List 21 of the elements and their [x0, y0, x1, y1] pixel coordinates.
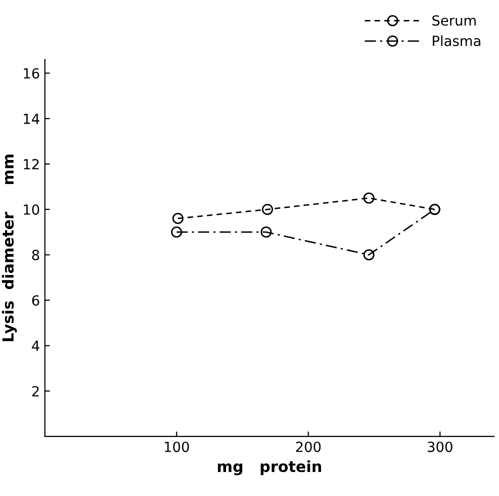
x-tick-label: 300	[428, 442, 452, 452]
x-tick-label: 200	[296, 442, 321, 452]
legend-label: Plasma	[432, 35, 480, 46]
y-tick-label: 10	[24, 204, 40, 215]
y-tick-label: 8	[32, 250, 40, 260]
point	[262, 204, 274, 215]
y-tick-label: 16	[24, 68, 40, 79]
point	[363, 249, 374, 260]
x-axis-title: mg protein	[218, 460, 322, 476]
legend-label: Serum	[432, 15, 476, 26]
y-tick-label: 4	[32, 340, 40, 351]
point	[171, 226, 182, 238]
y-axis-title: Lysis diameter mm	[2, 154, 17, 342]
y-tick-label: 14	[24, 114, 40, 124]
point	[260, 226, 272, 238]
point	[363, 192, 374, 204]
y-tick-label: 12	[24, 158, 39, 170]
point	[172, 212, 184, 224]
x-tick-label: 100	[164, 442, 189, 452]
y-tick-label: 6	[32, 295, 40, 306]
y-tick-label: 2	[32, 386, 39, 396]
